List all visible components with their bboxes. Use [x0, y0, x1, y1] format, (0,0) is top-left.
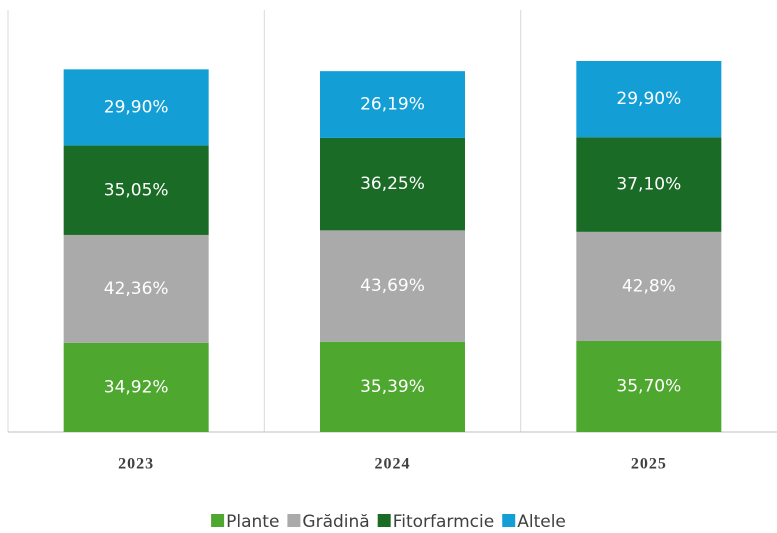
legend-swatch [211, 514, 225, 527]
bar-segment [320, 230, 465, 342]
legend-swatch [377, 514, 391, 527]
data-label: 43,69% [360, 276, 425, 296]
data-label: 42,8% [622, 276, 676, 296]
bar-segment [576, 137, 722, 232]
data-label: 34,92% [104, 377, 169, 397]
bar-segment [63, 145, 209, 235]
legend-label: Altele [517, 512, 566, 532]
data-label: 35,70% [616, 376, 681, 396]
bar-segment [63, 69, 209, 146]
bar-segment [63, 234, 209, 343]
data-label: 42,36% [104, 279, 169, 299]
data-label: 36,25% [360, 174, 425, 194]
bar-segment [320, 71, 465, 138]
data-label: 29,90% [104, 97, 169, 117]
bar-segment [320, 341, 465, 432]
data-label: 29,90% [616, 89, 681, 109]
data-label: 37,10% [616, 175, 681, 195]
bar-segment [576, 340, 722, 432]
data-label: 35,05% [104, 180, 169, 200]
bar-segment [320, 137, 465, 231]
legend-label: Plante [226, 512, 279, 532]
legend-label: Fitorfarmcie [393, 512, 495, 532]
x-tick-label: 2023 [118, 456, 154, 473]
legend-swatch [502, 514, 516, 527]
legend-label: Grădină [302, 512, 369, 532]
data-label: 26,19% [360, 95, 425, 115]
data-label: 35,39% [360, 377, 425, 397]
bar-segment [63, 342, 209, 432]
x-tick-label: 2024 [375, 456, 411, 473]
x-tick-label: 2025 [631, 456, 667, 473]
legend-swatch [287, 514, 301, 527]
bar-segment [576, 231, 722, 341]
bar-segment [576, 61, 722, 138]
